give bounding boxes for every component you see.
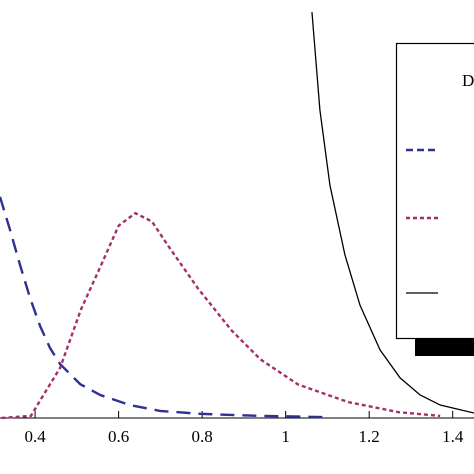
x-tick-label: 0.8 [192, 427, 213, 446]
x-tick-label: 1 [281, 427, 290, 446]
legend-title: D [462, 71, 474, 90]
series-line [0, 196, 330, 419]
series-line [1, 211, 441, 420]
legend-box [395, 42, 474, 340]
x-tick-label: 1.4 [442, 427, 464, 446]
x-tick-label: 0.4 [24, 427, 46, 446]
x-tick-label: 0.6 [108, 427, 129, 446]
x-tick-label: 1.2 [359, 427, 380, 446]
legend-shadow [415, 338, 474, 356]
series-line [311, 12, 474, 414]
